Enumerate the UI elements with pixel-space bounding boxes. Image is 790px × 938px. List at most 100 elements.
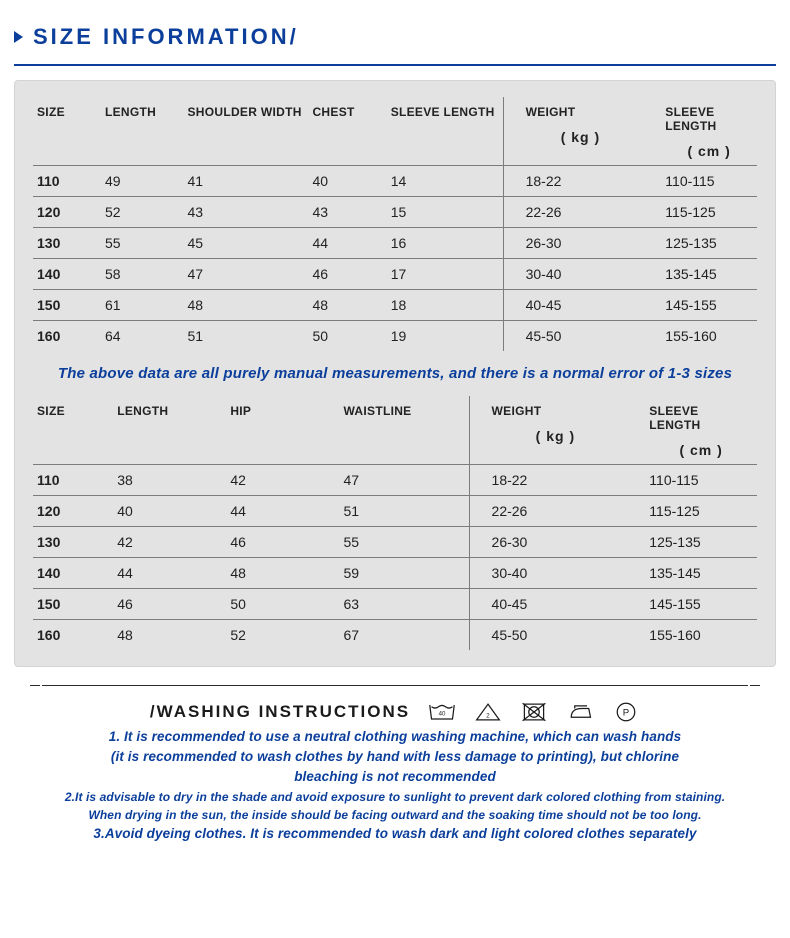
- col-header: LENGTH: [113, 396, 226, 465]
- table-row: 14044485930-40135-145: [33, 558, 757, 589]
- table-row: 15046506340-45145-155: [33, 589, 757, 620]
- table-cell: 50: [226, 589, 339, 620]
- instruction-line: When drying in the sun, the inside shoul…: [22, 807, 768, 823]
- table-row: 13042465526-30125-135: [33, 527, 757, 558]
- size-table-top: SIZELENGTHSHOULDER WIDTHCHESTSLEEVE LENG…: [33, 97, 757, 351]
- table-cell: 17: [387, 259, 503, 290]
- table-cell: 41: [183, 166, 308, 197]
- table-cell: 40-45: [469, 589, 623, 620]
- table-cell: 51: [183, 321, 308, 352]
- table-cell: 46: [113, 589, 226, 620]
- table-cell: 130: [33, 228, 101, 259]
- washing-instructions: 1. It is recommended to use a neutral cl…: [22, 728, 768, 843]
- table-row: 1405847461730-40135-145: [33, 259, 757, 290]
- col-header: LENGTH: [101, 97, 184, 166]
- table-cell: 160: [33, 620, 113, 651]
- washing-header: /WASHING INSTRUCTIONS 40 2 P: [0, 700, 790, 724]
- table-cell: 44: [308, 228, 386, 259]
- table-row: 1305545441626-30125-135: [33, 228, 757, 259]
- table-cell: 45-50: [469, 620, 623, 651]
- table-cell: 48: [226, 558, 339, 589]
- instruction-line: (it is recommended to wash clothes by ha…: [22, 748, 768, 766]
- table-cell: 47: [183, 259, 308, 290]
- table-cell: 115-125: [639, 197, 757, 228]
- table-row: 1606451501945-50155-160: [33, 321, 757, 352]
- table-cell: 16: [387, 228, 503, 259]
- table-cell: 45: [183, 228, 308, 259]
- col-header: SLEEVE LENGTH( cm ): [623, 396, 757, 465]
- table-cell: 22-26: [503, 197, 639, 228]
- table-cell: 38: [113, 465, 226, 496]
- instruction-line: 1. It is recommended to use a neutral cl…: [22, 728, 768, 746]
- care-icons: 40 2 P: [428, 700, 640, 724]
- table-cell: 155-160: [639, 321, 757, 352]
- col-header: WAISTLINE: [339, 396, 469, 465]
- table-cell: 110: [33, 166, 101, 197]
- table-cell: 43: [183, 197, 308, 228]
- table-cell: 30-40: [469, 558, 623, 589]
- col-header: SIZE: [33, 396, 113, 465]
- table-cell: 130: [33, 527, 113, 558]
- header-underline: [14, 64, 776, 66]
- table-row: 16048526745-50155-160: [33, 620, 757, 651]
- table-cell: 120: [33, 197, 101, 228]
- table-cell: 61: [101, 290, 184, 321]
- table-cell: 46: [308, 259, 386, 290]
- size-table-bottom: SIZELENGTHHIPWAISTLINEWEIGHT( kg )SLEEVE…: [33, 396, 757, 650]
- table-cell: 145-155: [639, 290, 757, 321]
- table-row: 1104941401418-22110-115: [33, 166, 757, 197]
- table-cell: 18: [387, 290, 503, 321]
- table-cell: 48: [183, 290, 308, 321]
- table-row: 1506148481840-45145-155: [33, 290, 757, 321]
- table-cell: 135-145: [639, 259, 757, 290]
- bleach-icon: 2: [474, 700, 502, 724]
- table-cell: 40: [308, 166, 386, 197]
- table-cell: 44: [113, 558, 226, 589]
- col-header: CHEST: [308, 97, 386, 166]
- table-cell: 43: [308, 197, 386, 228]
- dryclean-p-icon: P: [612, 700, 640, 724]
- table-cell: 40-45: [503, 290, 639, 321]
- table-cell: 49: [101, 166, 184, 197]
- table-cell: 58: [101, 259, 184, 290]
- table-cell: 67: [339, 620, 469, 651]
- table-cell: 125-135: [639, 228, 757, 259]
- table-cell: 140: [33, 259, 101, 290]
- table-cell: 55: [101, 228, 184, 259]
- table-row: 1205243431522-26115-125: [33, 197, 757, 228]
- table-cell: 110: [33, 465, 113, 496]
- col-header: SHOULDER WIDTH: [183, 97, 308, 166]
- table-cell: 145-155: [623, 589, 757, 620]
- table-cell: 52: [101, 197, 184, 228]
- svg-text:P: P: [623, 708, 629, 719]
- table-cell: 160: [33, 321, 101, 352]
- table-cell: 14: [387, 166, 503, 197]
- col-header: HIP: [226, 396, 339, 465]
- table-cell: 42: [226, 465, 339, 496]
- table-cell: 50: [308, 321, 386, 352]
- table-cell: 140: [33, 558, 113, 589]
- col-header: WEIGHT( kg ): [469, 396, 623, 465]
- instruction-line: 2.It is advisable to dry in the shade an…: [22, 789, 768, 805]
- table-cell: 135-145: [623, 558, 757, 589]
- instruction-line: 3.Avoid dyeing clothes. It is recommende…: [22, 825, 768, 843]
- col-header: SIZE: [33, 97, 101, 166]
- table-cell: 22-26: [469, 496, 623, 527]
- table-row: 11038424718-22110-115: [33, 465, 757, 496]
- table-cell: 52: [226, 620, 339, 651]
- table-cell: 26-30: [469, 527, 623, 558]
- page-title: SIZE INFORMATION/: [33, 24, 299, 50]
- table-cell: 18-22: [503, 166, 639, 197]
- table-cell: 120: [33, 496, 113, 527]
- table-cell: 44: [226, 496, 339, 527]
- table-cell: 115-125: [623, 496, 757, 527]
- iron-icon: [566, 700, 594, 724]
- svg-text:2: 2: [486, 712, 490, 719]
- table-cell: 59: [339, 558, 469, 589]
- table-cell: 47: [339, 465, 469, 496]
- table-cell: 155-160: [623, 620, 757, 651]
- table-cell: 19: [387, 321, 503, 352]
- table-cell: 150: [33, 290, 101, 321]
- table-cell: 15: [387, 197, 503, 228]
- table-cell: 125-135: [623, 527, 757, 558]
